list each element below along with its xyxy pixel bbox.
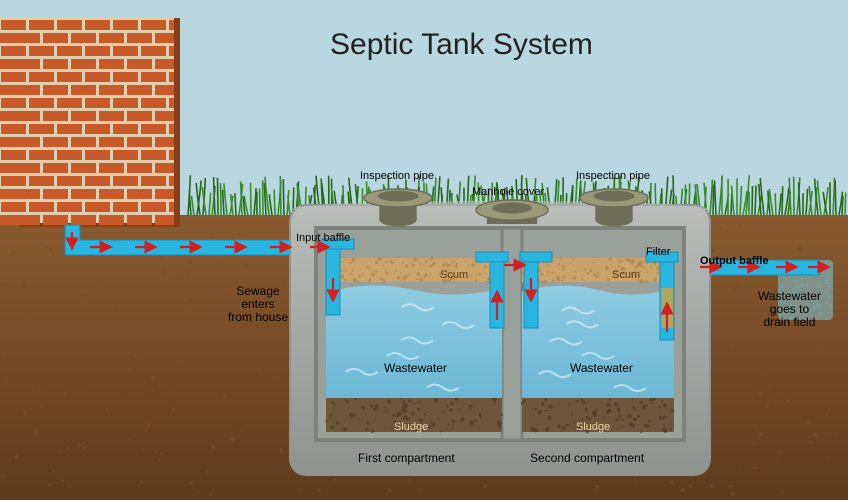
label-wastewater2: Wastewater — [570, 362, 633, 375]
label-input_baffle: Input baffle — [296, 232, 350, 244]
house-wall — [0, 18, 180, 227]
label-inspection2: Inspection pipe — [576, 170, 650, 182]
label-wastewater1: Wastewater — [384, 362, 447, 375]
label-sludge2: Sludge — [576, 421, 610, 433]
label-inspection1: Inspection pipe — [360, 170, 434, 182]
label-filter: Filter — [646, 246, 670, 258]
septic-diagram: Septic Tank System Inspection pipe Inspec… — [0, 0, 848, 500]
label-scum2: Scum — [612, 269, 640, 281]
diagram-title: Septic Tank System — [330, 28, 593, 62]
manhole-cover — [476, 200, 548, 224]
label-sludge1: Sludge — [394, 421, 428, 433]
label-output_baffle: Output baffle — [700, 255, 768, 267]
label-sewage: Sewage enters from house — [228, 285, 288, 325]
label-second_comp: Second compartment — [530, 452, 644, 465]
label-first_comp: First compartment — [358, 452, 455, 465]
label-manhole: Manhole cover — [472, 186, 544, 198]
tank — [290, 201, 710, 475]
label-scum1: Scum — [440, 269, 468, 281]
label-drain: Wastewater goes to drain field — [758, 290, 821, 330]
